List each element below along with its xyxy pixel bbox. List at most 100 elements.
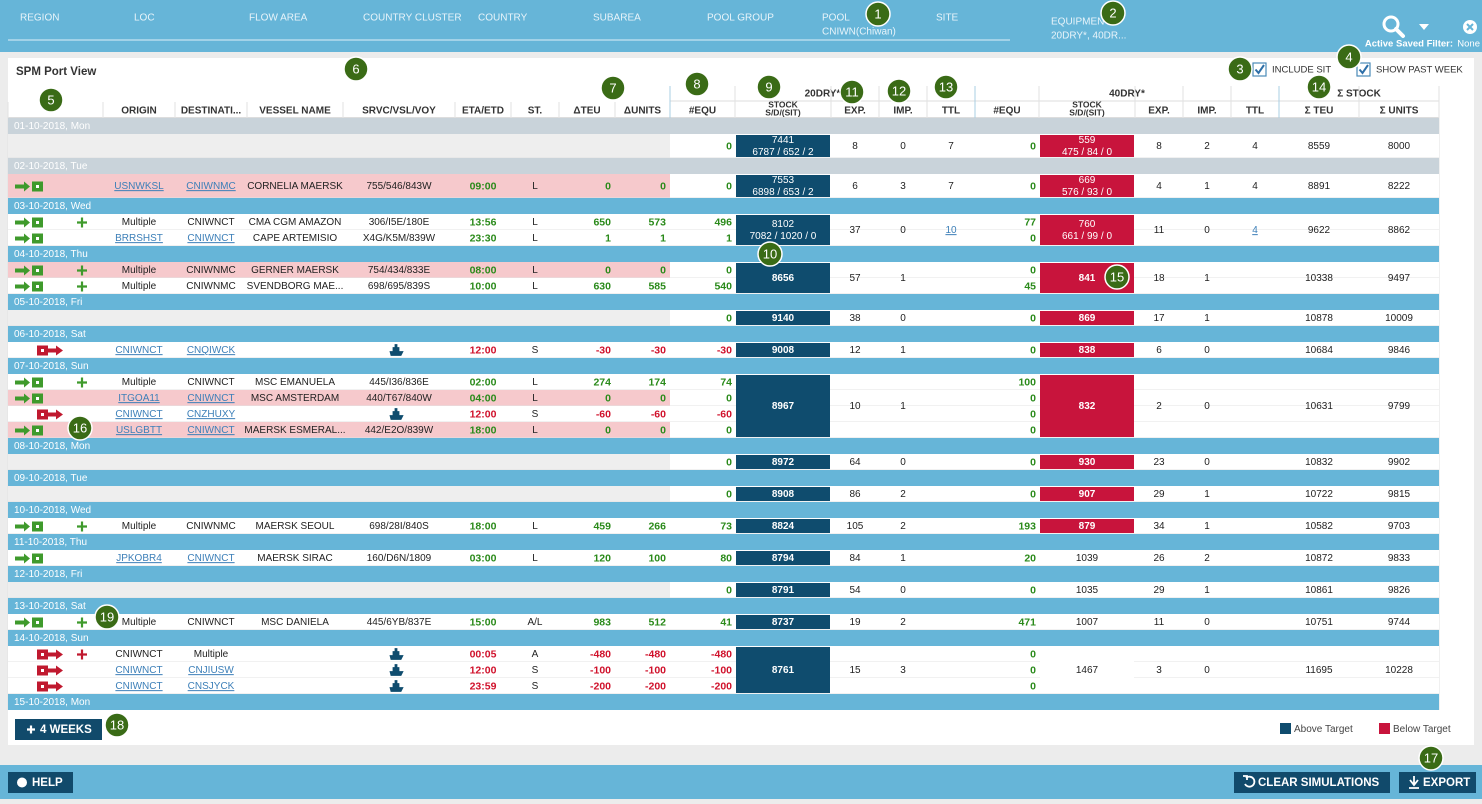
cell-text[interactable]: CNIWNCT <box>115 681 162 692</box>
cell-text[interactable]: CNJIUSW <box>188 665 234 676</box>
cell-text[interactable]: CNIWNCT <box>115 345 162 356</box>
cell-text[interactable]: CNIWNCT <box>187 553 234 564</box>
add-icon[interactable] <box>77 265 87 276</box>
clear-filter-icon[interactable] <box>1463 20 1477 34</box>
cell-text: MSC DANIELA <box>261 617 329 628</box>
cell-text: 9815 <box>1388 489 1411 500</box>
annotation-badge <box>933 74 959 100</box>
row-bg <box>8 174 670 198</box>
cell-text[interactable]: JPKOBR4 <box>116 553 162 564</box>
cell-text: 10878 <box>1305 313 1333 324</box>
add-icon[interactable] <box>77 521 87 532</box>
cell-text: 10582 <box>1305 521 1333 532</box>
cell-text: CNIWNMC <box>186 281 235 292</box>
add-icon[interactable] <box>77 617 87 628</box>
cell-text[interactable]: CNIWNMC <box>186 181 235 192</box>
stock-cell <box>736 519 830 533</box>
cell-text: 8000 <box>1388 141 1411 152</box>
equipment-value[interactable]: 20DRY*, 40DR... <box>1051 31 1126 42</box>
cell-text: 0 <box>1030 392 1036 404</box>
inbound-arrow <box>15 265 30 276</box>
cell-text: 11695 <box>1305 665 1333 676</box>
cell-text: 4 <box>1252 181 1258 192</box>
clear-simulations-label[interactable]: CLEAR SIMULATIONS <box>1258 777 1380 789</box>
filter-label[interactable]: REGION <box>20 13 59 24</box>
cell-text: 0 <box>1030 664 1036 676</box>
stock-value: 1467 <box>1076 665 1099 676</box>
inbound-box-dot <box>36 237 39 240</box>
group-header: 40DRY* <box>1109 89 1145 100</box>
cell-text: MSC EMANUELA <box>255 377 335 388</box>
cell-text: 0 <box>1204 665 1210 676</box>
stock-cell <box>1040 519 1134 533</box>
inbound-arrow <box>15 521 30 532</box>
cell-text[interactable]: CNIWNCT <box>187 425 234 436</box>
add-icon[interactable] <box>77 649 87 660</box>
stock-cell <box>736 583 830 597</box>
cell-text: 0 <box>726 180 732 192</box>
export-button[interactable]: EXPORT <box>1399 772 1476 793</box>
cell-text[interactable]: CNIWNCT <box>187 393 234 404</box>
cell-text: 585 <box>648 280 666 292</box>
checkbox[interactable] <box>1252 62 1267 77</box>
cell-text[interactable]: 4 <box>1252 225 1258 236</box>
filter-label[interactable]: SUBAREA <box>593 13 641 24</box>
cell-text[interactable]: CNIWNCT <box>187 233 234 244</box>
cell-text[interactable]: CNZHUXY <box>187 409 236 420</box>
cell-text[interactable]: CNQIWCK <box>187 345 236 356</box>
filter-label[interactable]: LOC <box>134 13 155 24</box>
cell-text: 445/I36/836E <box>369 377 429 388</box>
day-header <box>8 630 1439 646</box>
export-label[interactable]: EXPORT <box>1423 777 1470 789</box>
pool-value[interactable]: CNIWN(Chiwan) <box>822 27 896 38</box>
stock-breakdown: 576 / 93 / 0 <box>1062 187 1112 198</box>
add-icon[interactable] <box>77 377 87 388</box>
help-label[interactable]: HELP <box>32 777 63 789</box>
cell-text: 18 <box>1153 273 1165 284</box>
filter-label[interactable]: POOL GROUP <box>707 13 774 24</box>
annotation-number: 1 <box>874 6 881 21</box>
filter-label[interactable]: POOL <box>822 13 850 24</box>
more-weeks-label[interactable]: 4 WEEKS <box>40 724 92 736</box>
more-weeks-button[interactable]: 4 WEEKS <box>15 719 102 740</box>
cell-text: 2 <box>1204 553 1210 564</box>
checkmark[interactable] <box>1358 64 1369 75</box>
checkmark[interactable] <box>1254 64 1265 75</box>
column-header: TTL <box>942 106 960 117</box>
day-date: 06-10-2018, Sat <box>14 329 86 340</box>
cell-text[interactable]: CNIWNCT <box>115 665 162 676</box>
cell-text: MSC AMSTERDAM <box>251 393 339 404</box>
cell-text: 9846 <box>1388 345 1411 356</box>
annotation-number: 5 <box>47 92 54 107</box>
row-bg <box>8 662 670 678</box>
search-icon[interactable] <box>1382 15 1429 38</box>
cell-text: 9833 <box>1388 553 1411 564</box>
clear-simulations-button[interactable]: CLEAR SIMULATIONS <box>1234 772 1390 793</box>
cell-text[interactable]: CNSJYCK <box>188 681 235 692</box>
cell-text: 0 <box>660 264 666 276</box>
add-icon[interactable] <box>77 281 87 292</box>
cell-text[interactable]: BRRSHST <box>115 233 163 244</box>
inbound-box-dot <box>36 397 39 400</box>
filter-label[interactable]: COUNTRY CLUSTER <box>363 13 462 24</box>
filter-label[interactable]: EQUIPMENT <box>1051 17 1110 28</box>
add-icon[interactable] <box>77 217 87 228</box>
filter-label[interactable]: FLOW AREA <box>249 13 308 24</box>
cell-text: 0 <box>900 141 906 152</box>
day-header <box>8 358 1439 374</box>
help-button[interactable]: HELP <box>8 772 73 793</box>
cell-text[interactable]: 10 <box>945 225 957 236</box>
cell-text: 1 <box>900 273 906 284</box>
cell-text[interactable]: ITGOA11 <box>118 393 160 404</box>
cell-text: 174 <box>648 376 666 388</box>
cell-text: 10872 <box>1305 553 1333 564</box>
stock-value: 8972 <box>772 457 795 468</box>
filter-label[interactable]: COUNTRY <box>478 13 528 24</box>
cell-text[interactable]: USNWKSL <box>114 181 164 192</box>
cell-text[interactable]: USLGBTT <box>116 425 162 436</box>
cell-text[interactable]: CNIWNCT <box>115 409 162 420</box>
filter-label[interactable]: SITE <box>936 13 959 24</box>
annotation-badge <box>865 1 891 27</box>
cell-text: -480 <box>645 648 666 660</box>
stock-value: 8791 <box>772 585 795 596</box>
